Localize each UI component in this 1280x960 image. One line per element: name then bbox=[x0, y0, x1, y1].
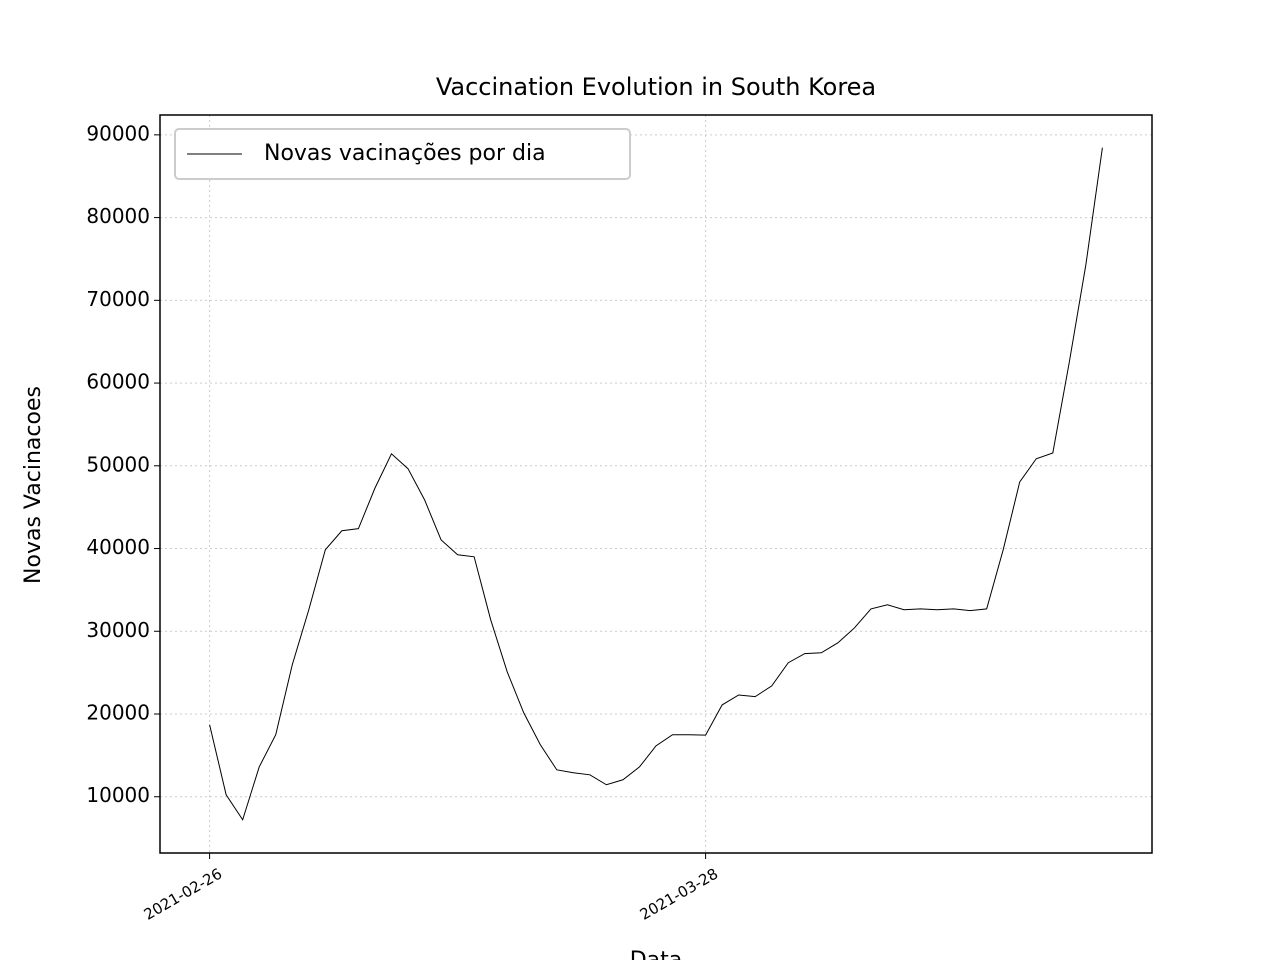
y-axis-label: Novas Vacinacoes bbox=[21, 386, 46, 584]
line bbox=[209, 147, 1103, 821]
plot-frame bbox=[159, 114, 1153, 854]
y-tick-label: 10000 bbox=[86, 783, 150, 807]
y-tick-label: 30000 bbox=[86, 618, 150, 642]
y-tick-label: 40000 bbox=[86, 535, 150, 559]
x-axis-label: Data bbox=[630, 948, 683, 960]
y-tick-label: 90000 bbox=[86, 121, 150, 145]
y-tick-label: 60000 bbox=[86, 370, 150, 394]
y-tick-label: 50000 bbox=[86, 452, 150, 476]
y-tick-label: 20000 bbox=[86, 701, 150, 725]
y-tick-label: 70000 bbox=[86, 287, 150, 311]
x-tick-label: 2021-02-26 bbox=[141, 865, 226, 924]
y-tick-label: 80000 bbox=[86, 204, 150, 228]
legend: Novas vacinações por dia bbox=[174, 128, 631, 180]
legend-box bbox=[174, 128, 631, 180]
legend-label: Novas vacinações por dia bbox=[264, 141, 546, 166]
chart-title: Vaccination Evolution in South Korea bbox=[436, 73, 876, 101]
x-tick-label: 2021-03-28 bbox=[637, 865, 722, 924]
